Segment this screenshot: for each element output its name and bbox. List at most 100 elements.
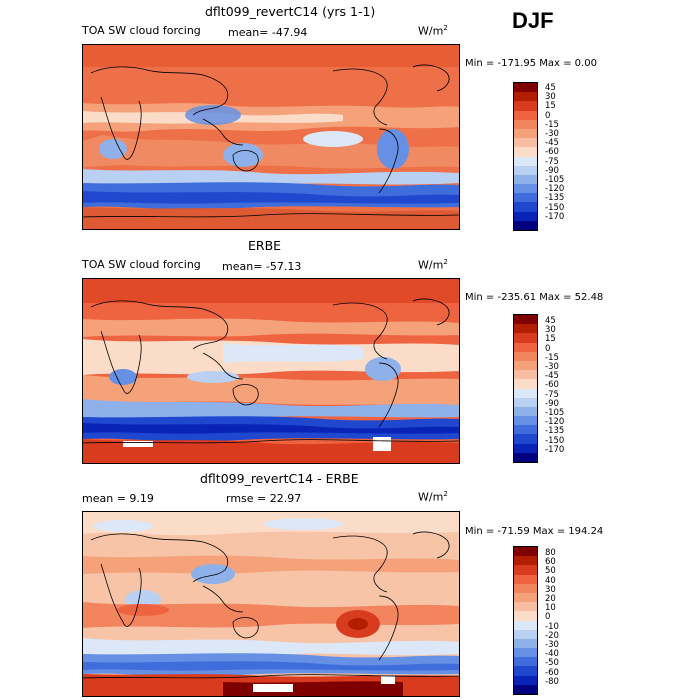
panel1-level-label: -30 <box>545 129 559 140</box>
panel2-level-label: 30 <box>545 325 556 336</box>
panel1-swatch <box>514 193 537 203</box>
panel2-swatch <box>514 351 537 361</box>
panel1-swatch <box>514 220 537 230</box>
panel3-level-label: -80 <box>545 676 559 687</box>
panel3-level-label: 50 <box>545 566 556 577</box>
panel1-swatch <box>514 174 537 185</box>
panel2-colorbar <box>513 314 538 463</box>
panel3-mean: mean = 9.19 <box>82 492 154 505</box>
panel2-mean: mean= -57.13 <box>222 260 302 273</box>
panel1-swatch <box>514 83 537 93</box>
panel1-level-label: -150 <box>545 202 565 213</box>
panel3-coastlines <box>83 531 459 679</box>
panel1-title: dflt099_revertC14 (yrs 1-1) <box>205 4 376 19</box>
panel3-swatch <box>514 547 537 557</box>
panel1-mean: mean= -47.94 <box>228 26 308 39</box>
panel1-level-label: -45 <box>545 138 559 149</box>
panel3-swatch <box>514 583 537 593</box>
panel2-swatch <box>514 360 537 371</box>
panel2-units: W/m2 <box>418 258 448 272</box>
panel1-colorbar <box>513 82 538 231</box>
panel1-swatch <box>514 119 537 129</box>
panel2-swatch <box>514 370 537 380</box>
panel1-units: W/m2 <box>418 24 448 38</box>
panel3-swatch <box>514 602 537 612</box>
panel2-level-label: 15 <box>545 334 556 345</box>
panel2-map-field <box>83 279 459 463</box>
panel3-colorbar-labels: 80 60 50 40 30 20 10 0 -10 -20 -30 -40 -50 -60 -80 <box>545 548 559 687</box>
panel2-level-label: -45 <box>545 371 559 382</box>
panel3-swatch <box>514 556 537 566</box>
panel1-swatch <box>514 110 537 120</box>
panel1-swatch <box>514 128 537 139</box>
panel1-level-label: 15 <box>545 101 556 112</box>
panel2-swatch <box>514 333 537 343</box>
panel3-level-label: 80 <box>545 548 556 558</box>
panel3-swatch <box>514 611 537 621</box>
panel3-level-label: 30 <box>545 584 556 595</box>
season-label: DJF <box>512 8 554 33</box>
panel1-swatch <box>514 165 537 175</box>
panel2-level-label: -60 <box>545 380 559 391</box>
panel2-level-label: -170 <box>545 444 565 455</box>
panel3-level-label: -20 <box>545 630 559 641</box>
panel2-swatch <box>514 324 537 334</box>
panel3-swatch <box>514 565 537 575</box>
panel2-swatch <box>514 388 537 398</box>
panel1-map <box>82 44 460 230</box>
panel2-level-label: -150 <box>545 435 565 446</box>
panel3-rmse: rmse = 22.97 <box>226 492 302 505</box>
panel3-level-label: -30 <box>545 640 559 651</box>
panel3-level-label: -40 <box>545 649 559 660</box>
panel3-units: W/m2 <box>418 490 448 504</box>
panel2-swatch <box>514 416 537 426</box>
panel2-level-label: -120 <box>545 417 565 428</box>
panel2-swatch <box>514 443 537 453</box>
panel3-swatch <box>514 666 537 676</box>
panel3-swatch <box>514 574 537 584</box>
panel1-level-label: -75 <box>545 156 559 167</box>
panel3-swatch <box>514 684 537 694</box>
panel3-level-label: 10 <box>545 603 556 614</box>
panel1-swatch <box>514 138 537 148</box>
panel2-variable: TOA SW cloud forcing <box>82 258 201 271</box>
panel1-minmax: Min = -171.95 Max = 0.00 <box>465 58 597 69</box>
panel1-coastlines <box>83 64 459 218</box>
panel1-level-label: -120 <box>545 184 565 195</box>
panel2-swatch <box>514 397 537 407</box>
panel2-level-label: -105 <box>545 408 565 419</box>
panel3-swatch <box>514 638 537 649</box>
panel1-level-label: -170 <box>545 211 565 222</box>
panel2-coastlines <box>83 298 459 444</box>
panel1-level-label: -90 <box>545 165 559 176</box>
panel3-swatch <box>514 675 537 685</box>
panel2-map <box>82 278 460 464</box>
panel3-colorbar <box>513 546 538 695</box>
panel3-level-label: -10 <box>545 621 559 632</box>
panel2-swatch <box>514 342 537 352</box>
panel2-level-label: -75 <box>545 389 559 400</box>
panel2-colorbar-labels: 45 30 15 0 -15 -30 -45 -60 -75 -90 -105 -120 -135 -15… <box>545 316 565 455</box>
panel1-level-label: -15 <box>545 119 559 130</box>
panel2-level-label: -30 <box>545 362 559 373</box>
panel1-variable: TOA SW cloud forcing <box>82 24 201 37</box>
panel3-level-label: 40 <box>545 575 556 586</box>
panel1-level-label: -135 <box>545 193 565 204</box>
panel2-swatch <box>514 452 537 462</box>
panel2-level-label: -135 <box>545 426 565 437</box>
panel3-swatch <box>514 648 537 658</box>
panel3-level-label: 20 <box>545 594 556 605</box>
panel3-map <box>82 511 460 697</box>
panel1-swatch <box>514 147 537 157</box>
panel1-level-label: 0 <box>545 110 551 121</box>
panel1-map-field <box>83 45 459 229</box>
panel2-swatch <box>514 406 537 417</box>
panel1-swatch <box>514 211 537 221</box>
panel2-title: ERBE <box>248 238 282 253</box>
panel1-level-label: 45 <box>545 83 556 93</box>
panel3-title: dflt099_revertC14 - ERBE <box>200 471 359 486</box>
panel3-level-label: -60 <box>545 667 559 678</box>
panel3-level-label: -50 <box>545 658 559 669</box>
panel1-swatch <box>514 92 537 102</box>
panel2-minmax: Min = -235.61 Max = 52.48 <box>465 292 604 303</box>
